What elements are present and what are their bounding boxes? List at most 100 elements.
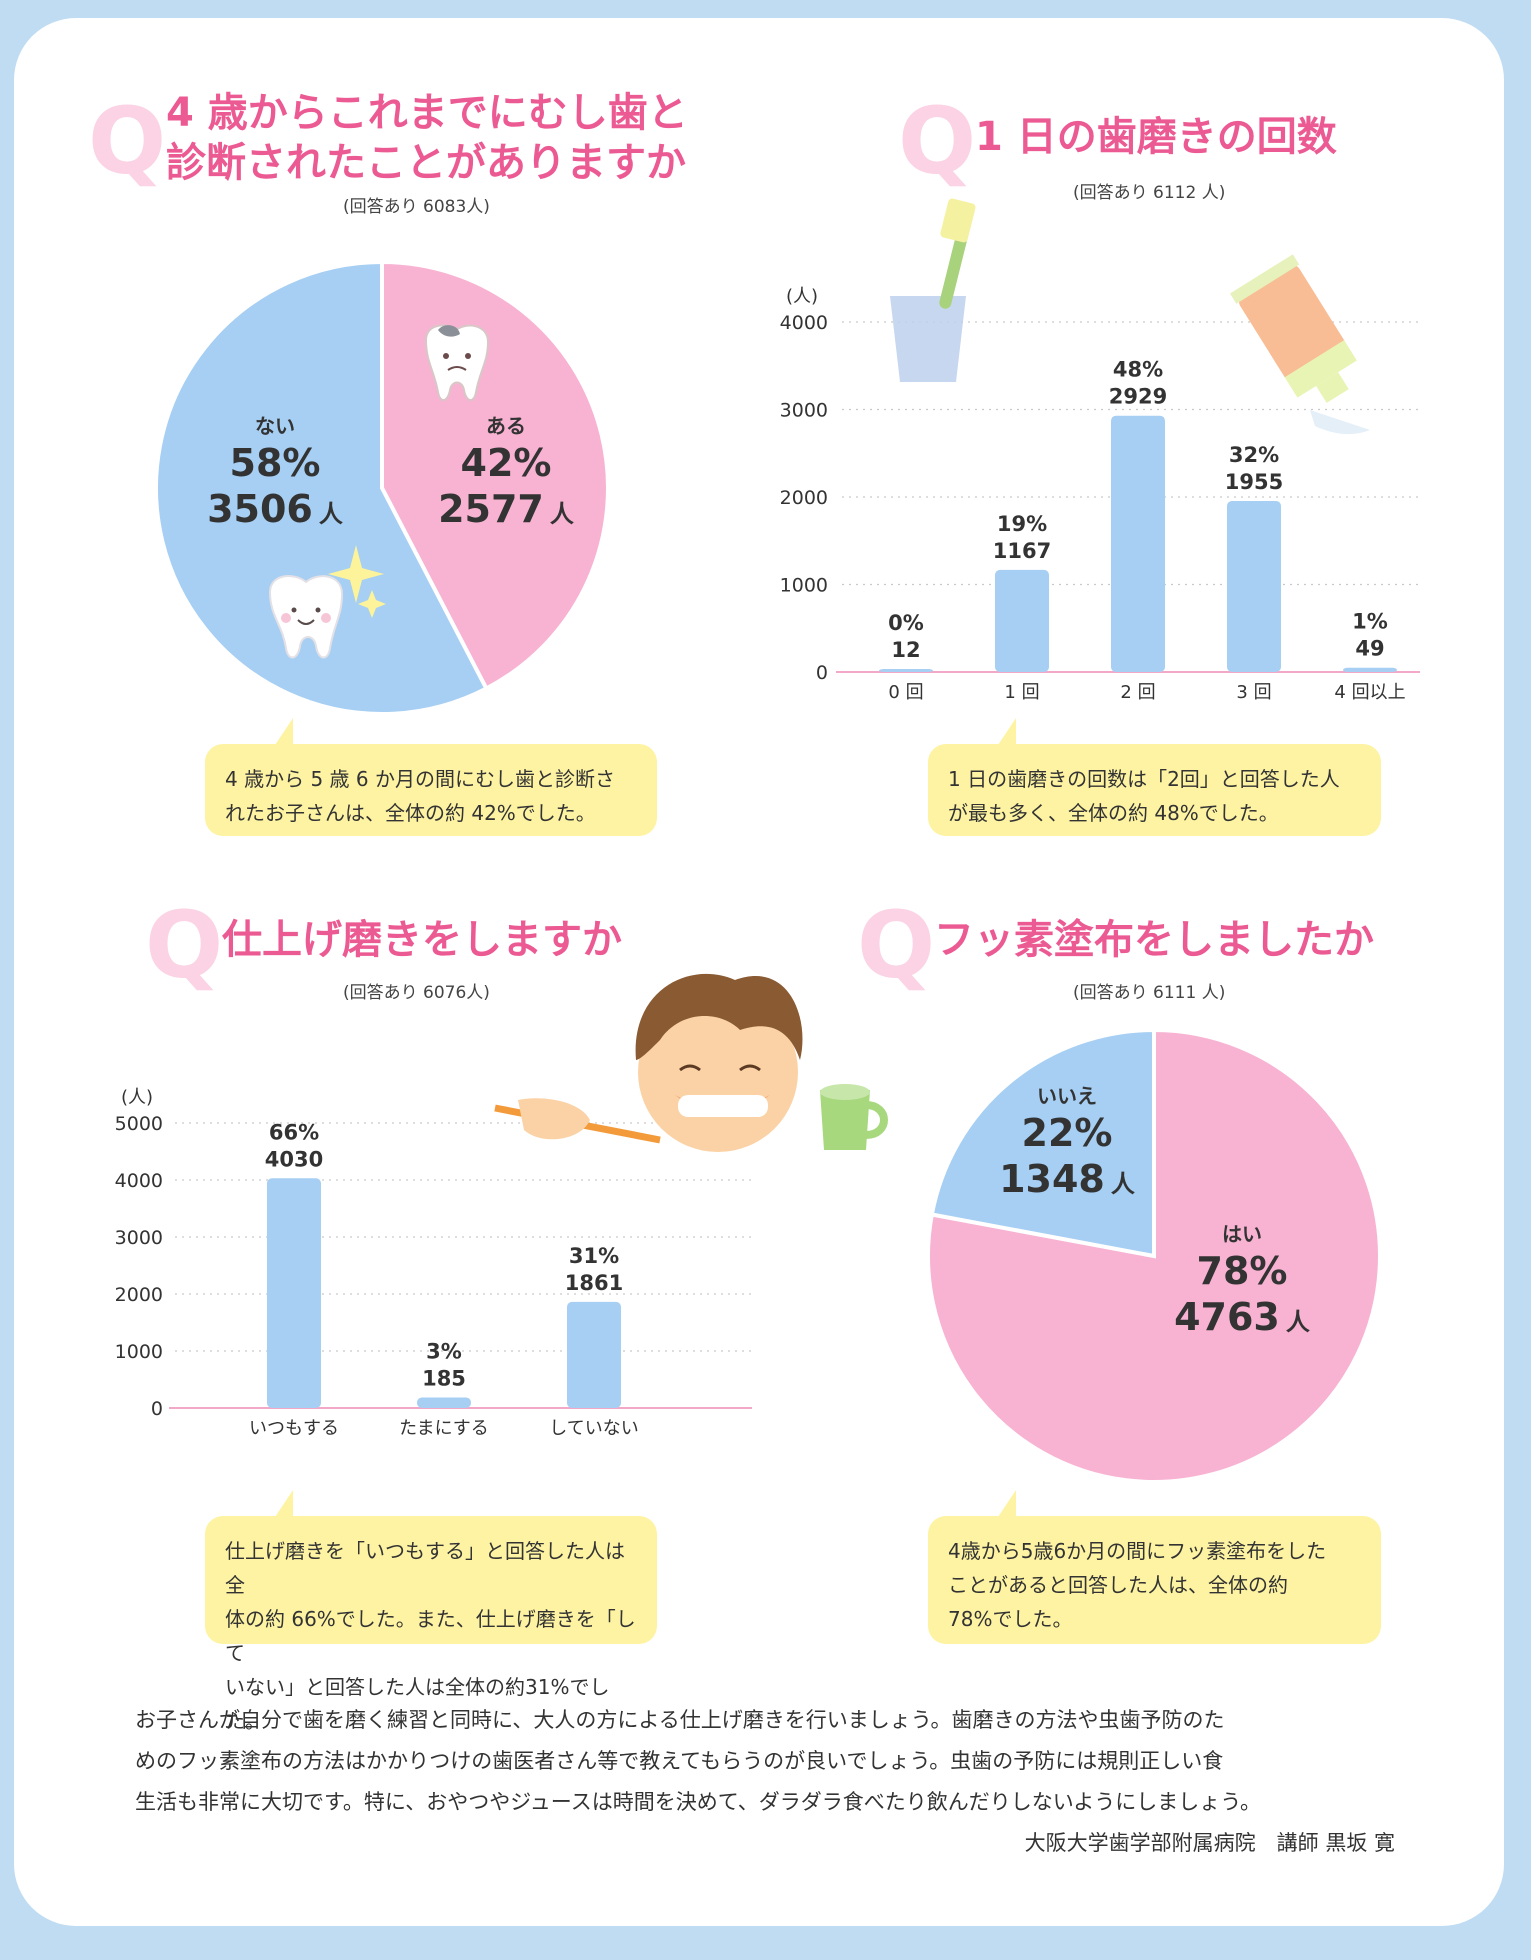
q2-respondents: (回答あり 6112 人) (1073, 183, 1226, 203)
bar (567, 1301, 621, 1408)
bar-percent-label: 48% (1113, 358, 1163, 382)
bar (1111, 415, 1165, 672)
q2-mark: Q (898, 88, 977, 195)
pie1-unit: 人 (318, 500, 343, 528)
q4-summary-line1: 4歳から5歳6か月の間にフッ素塗布をした (948, 1539, 1327, 1563)
pie4-slice-label: いいえ (1037, 1084, 1097, 1108)
x-tick-label: 2 回 (1120, 682, 1155, 703)
sad-tooth-icon (424, 324, 490, 401)
q3-summary-line3: いない」と回答した人は全体の約31%でした。 (225, 1675, 610, 1733)
bar-percent-label: 31% (569, 1244, 619, 1268)
footer-line1: お子さんが自分で歯を磨く練習と同時に、大人の方による仕上げ磨きを行いましょう。歯… (135, 1708, 1225, 1732)
pie4-slice-percent: 22% (1021, 1111, 1113, 1155)
q3-summary-line2: 体の約 66%でした。また、仕上げ磨きを「して (225, 1607, 636, 1665)
pie1-slice-label: ない (255, 414, 295, 438)
x-tick-label: 4 回以上 (1334, 682, 1405, 703)
y-tick-label: 4000 (780, 312, 828, 334)
q1-summary-bubble: 4 歳から 5 歳 6 か月の間にむし歯と診断さ れたお子さんは、全体の約 42… (205, 718, 657, 836)
x-tick-label: 3 回 (1236, 682, 1271, 703)
pie1-slice-label: ある (486, 414, 526, 438)
q1-mark: Q (88, 88, 167, 195)
q1-summary-line2: れたお子さんは、全体の約 42%でした。 (225, 801, 596, 825)
y-tick-label: 3000 (780, 400, 828, 422)
y-tick-label: 1000 (780, 575, 828, 597)
q2-summary-line2: が最も多く、全体の約 48%でした。 (948, 801, 1279, 825)
q4-summary-line2: ことがあると回答した人は、全体の約 (948, 1573, 1288, 1597)
bar-percent-label: 66% (269, 1120, 319, 1144)
bar (1227, 500, 1281, 672)
q3-mark: Q (145, 892, 224, 999)
bar-value-label: 49 (1355, 637, 1384, 661)
y-tick-label: 1000 (115, 1341, 163, 1363)
x-tick-label: していない (549, 1418, 638, 1439)
x-tick-label: 1 回 (1004, 682, 1039, 703)
bar-value-label: 1955 (1225, 470, 1283, 494)
bar-percent-label: 3% (426, 1339, 462, 1363)
bar-value-label: 1167 (993, 539, 1051, 563)
q1-respondents: (回答あり 6083人) (343, 197, 490, 217)
q4-summary-bubble: 4歳から5歳6か月の間にフッ素塗布をした ことがあると回答した人は、全体の約 7… (928, 1490, 1381, 1644)
pie1-slice-percent: 58% (229, 441, 321, 485)
bar (879, 669, 933, 672)
pie4-slice-percent: 78% (1196, 1249, 1288, 1293)
pie1-unit: 人 (549, 500, 574, 528)
pie4-slice-label: はい (1222, 1222, 1262, 1246)
bar-percent-label: 19% (997, 512, 1047, 536)
y-axis-label: (人) (786, 286, 818, 307)
footer-signature: 大阪大学歯学部附属病院 講師 黒坂 寛 (1024, 1831, 1395, 1855)
pie4-slice-count: 1348 (999, 1157, 1105, 1201)
toothpaste-tube-icon (1230, 254, 1357, 403)
pie-slice-1 (929, 1027, 1156, 1259)
bar (995, 569, 1049, 672)
footer-advice: お子さんが自分で歯を磨く練習と同時に、大人の方による仕上げ磨きを行いましょう。歯… (135, 1700, 1395, 1864)
bar (417, 1397, 471, 1408)
q1-title-line1: 4 歳からこれまでにむし歯と (166, 90, 688, 136)
pie1-slice-percent: 42% (460, 441, 552, 485)
bar-percent-label: 32% (1229, 443, 1279, 467)
bar-percent-label: 0% (888, 611, 924, 635)
y-tick-label: 4000 (115, 1170, 163, 1192)
q3-respondents: (回答あり 6076人) (343, 983, 490, 1003)
y-tick-label: 2000 (780, 487, 828, 509)
bar-value-label: 12 (891, 638, 920, 662)
y-tick-label: 0 (151, 1398, 163, 1420)
x-tick-label: いつもする (249, 1418, 339, 1439)
pie4-label-hai: はい 78% 4763 人 (1152, 1218, 1332, 1344)
bar-chart-brushing-count: (人) 0 1000 2000 3000 4000 12 0% 0 回 1167 19% 1 回 292… (780, 286, 1420, 703)
pie1-label-nai: ない 58% 3506 人 (185, 410, 365, 536)
pie1-label-aru: ある 42% 2577 人 (416, 410, 596, 536)
pie4-unit: 人 (1110, 1170, 1135, 1198)
q1-title-line2: 診断されたことがありますか (166, 140, 686, 186)
q2-summary-bubble: 1 日の歯磨きの回数は「2回」と回答した人 が最も多く、全体の約 48%でした。 (928, 718, 1381, 836)
q3-summary-line1: 仕上げ磨きを「いつもする」と回答した人は全 (225, 1539, 625, 1597)
x-tick-label: 0 回 (888, 682, 923, 703)
y-tick-label: 2000 (115, 1284, 163, 1306)
y-tick-label: 3000 (115, 1227, 163, 1249)
bar-value-label: 1861 (565, 1271, 623, 1295)
bar (267, 1178, 321, 1408)
pie4-unit: 人 (1285, 1308, 1310, 1336)
q3-summary-bubble: 仕上げ磨きを「いつもする」と回答した人は全 体の約 66%でした。また、仕上げ磨… (205, 1490, 657, 1733)
bar-value-label: 185 (422, 1366, 466, 1390)
pie1-slice-count: 3506 (207, 487, 313, 531)
y-tick-label: 5000 (115, 1113, 163, 1135)
q1-summary-line1: 4 歳から 5 歳 6 か月の間にむし歯と診断さ (225, 767, 615, 791)
bar-chart-finishing-brushing: (人) 0 1000 2000 3000 4000 5000 4030 66% いつもする 185 3… (115, 1087, 752, 1439)
q4-respondents: (回答あり 6111 人) (1073, 983, 1226, 1003)
bar-percent-label: 1% (1352, 610, 1388, 634)
bar-value-label: 4030 (265, 1147, 323, 1171)
cup-with-toothbrush-icon (890, 198, 976, 382)
q4-title: フッ素塗布をしましたか (934, 917, 1374, 963)
pie1-slice-count: 2577 (438, 487, 544, 531)
bar-value-label: 2929 (1109, 385, 1167, 409)
x-tick-label: たまにする (399, 1418, 489, 1439)
footer-line2: めのフッ素塗布の方法はかかりつけの歯医者さん等で教えてもらうのが良いでしょう。虫… (135, 1749, 1224, 1773)
q2-title: 1 日の歯磨きの回数 (975, 114, 1337, 160)
q2-summary-line1: 1 日の歯磨きの回数は「2回」と回答した人 (948, 767, 1340, 791)
toothpaste-drop-icon (1310, 410, 1370, 435)
pie4-slice-count: 4763 (1174, 1295, 1280, 1339)
y-tick-label: 0 (816, 662, 828, 684)
q4-mark: Q (857, 892, 936, 999)
footer-line3: 生活も非常に大切です。特に、おやつやジュースは時間を決めて、ダラダラ食べたり飲ん… (135, 1790, 1262, 1814)
